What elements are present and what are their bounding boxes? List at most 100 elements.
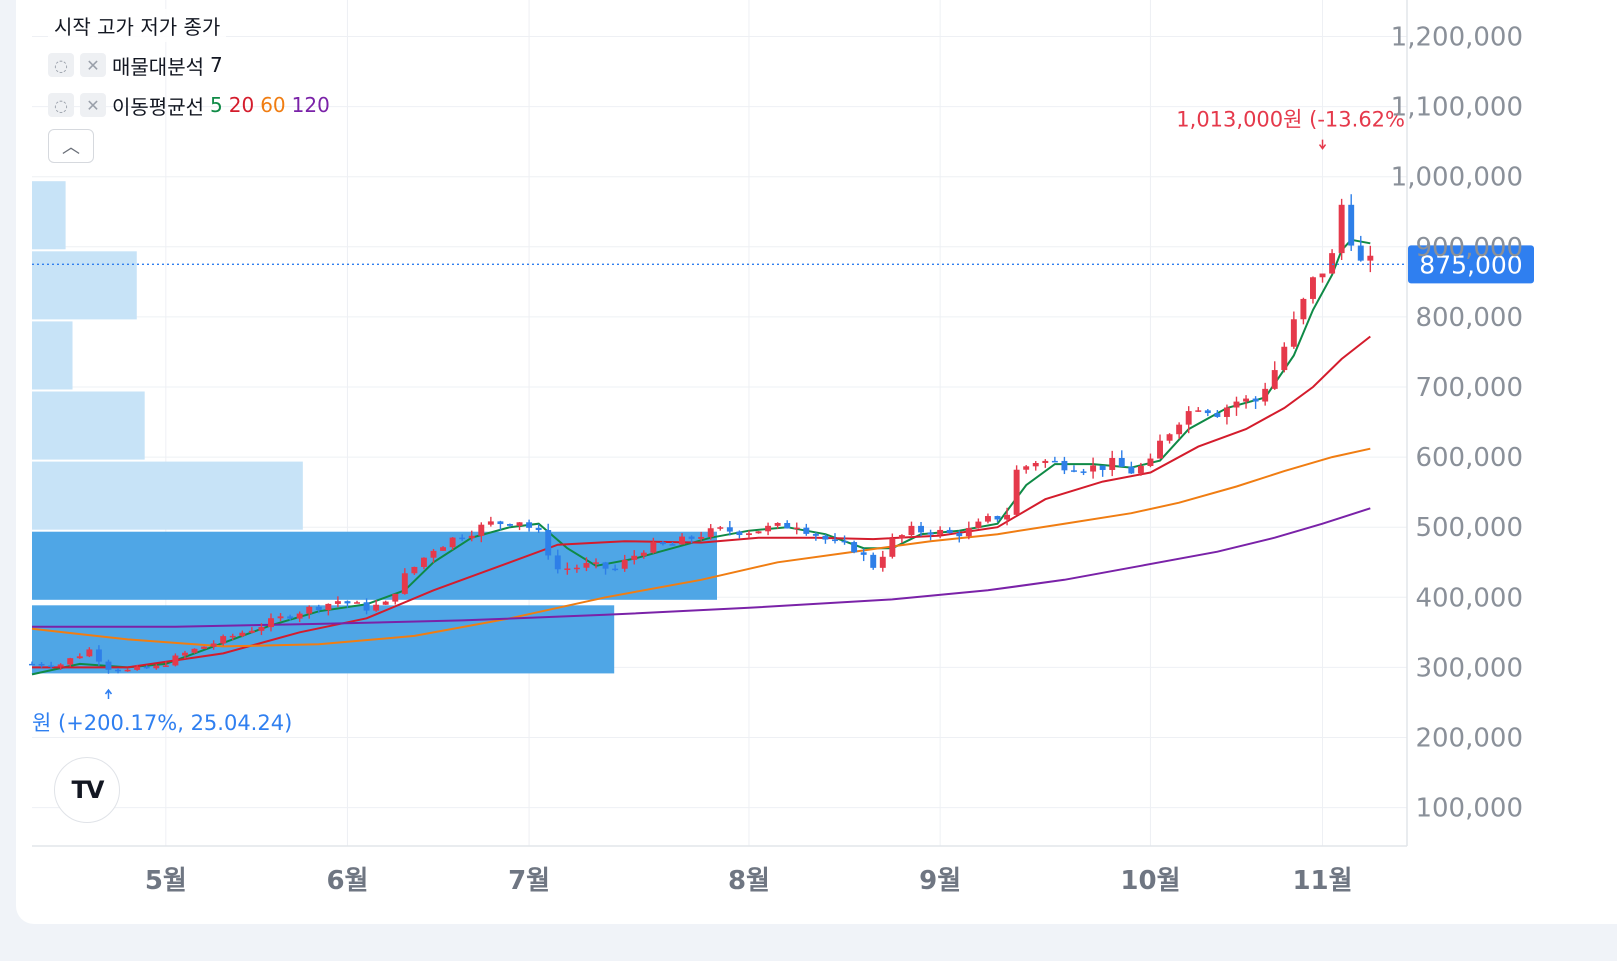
candle-body bbox=[889, 538, 896, 557]
candle-body bbox=[612, 568, 619, 571]
candle-body bbox=[1176, 424, 1183, 435]
y-tick-label: 200,000 bbox=[1415, 724, 1523, 754]
candle-body bbox=[1271, 370, 1278, 389]
high-marker-arrow bbox=[1318, 139, 1327, 150]
eye-hidden-icon[interactable]: ◌ bbox=[48, 53, 74, 77]
x-tick-label: 5월 bbox=[145, 866, 187, 896]
legend-moving-average[interactable]: ◌ ✕ 이동평균선 5 20 60 120 bbox=[48, 90, 330, 120]
y-tick-label: 1,100,000 bbox=[1391, 93, 1523, 123]
y-tick-label: 500,000 bbox=[1415, 513, 1523, 543]
candle-body bbox=[478, 524, 485, 536]
candle-body bbox=[363, 602, 370, 611]
candle-body bbox=[688, 536, 695, 539]
candle-body bbox=[1243, 398, 1250, 402]
eye-hidden-icon[interactable]: ◌ bbox=[48, 93, 74, 117]
candle-body bbox=[1166, 434, 1173, 441]
candle-body bbox=[344, 601, 351, 604]
candle-body bbox=[545, 530, 552, 556]
candle-body bbox=[1357, 245, 1364, 261]
candle-body bbox=[573, 567, 580, 570]
candle-body bbox=[698, 536, 705, 539]
candle-body bbox=[1109, 457, 1116, 470]
candle-body bbox=[1061, 460, 1068, 471]
x-tick-label: 9월 bbox=[919, 866, 961, 896]
candle-body bbox=[315, 606, 322, 611]
candle-body bbox=[1090, 465, 1097, 472]
candle-body bbox=[373, 604, 380, 611]
high-annotation-label: 1,013,000원 (-13.62% bbox=[1176, 108, 1405, 132]
candle-body bbox=[1004, 514, 1011, 520]
candle-body bbox=[918, 525, 924, 533]
candle-body bbox=[306, 606, 313, 614]
close-icon[interactable]: ✕ bbox=[80, 53, 106, 77]
candle-body bbox=[812, 533, 819, 536]
candle-body bbox=[736, 531, 743, 536]
candle-body bbox=[296, 613, 303, 619]
volume-profile-param: 7 bbox=[210, 53, 223, 77]
candle-body bbox=[717, 527, 724, 529]
candle-body bbox=[726, 527, 733, 532]
y-tick-label: 1,200,000 bbox=[1391, 23, 1523, 53]
candle-body bbox=[927, 532, 934, 535]
ma120-line bbox=[32, 507, 1371, 628]
candle-body bbox=[803, 527, 810, 534]
candle-body bbox=[287, 616, 294, 619]
chevron-up-icon: ︿ bbox=[62, 137, 80, 158]
candle-body bbox=[38, 663, 45, 666]
candle-body bbox=[95, 649, 102, 662]
y-tick-label: 800,000 bbox=[1415, 303, 1523, 333]
ma120-period: 120 bbox=[291, 93, 330, 117]
candle-body bbox=[440, 547, 447, 551]
candle-body bbox=[1281, 346, 1288, 371]
candle-body bbox=[1214, 413, 1221, 417]
candle-body bbox=[1032, 462, 1039, 467]
candle-body bbox=[105, 661, 112, 670]
candle-body bbox=[1262, 388, 1269, 402]
candle-body bbox=[554, 555, 561, 570]
candle-body bbox=[602, 562, 609, 569]
candle-body bbox=[908, 525, 915, 536]
candle-body bbox=[1310, 277, 1316, 299]
candle-body bbox=[1147, 458, 1154, 467]
candle-body bbox=[1185, 411, 1192, 425]
candle-body bbox=[229, 635, 236, 638]
volume-profile-bar bbox=[32, 461, 303, 530]
candle-body bbox=[86, 649, 93, 657]
candle-body bbox=[334, 601, 341, 604]
candle-body bbox=[1080, 471, 1087, 473]
candle-body bbox=[984, 516, 991, 522]
volume-profile-bar bbox=[32, 391, 145, 460]
candle-body bbox=[841, 540, 848, 543]
candle-body bbox=[1071, 470, 1077, 472]
collapse-legend-button[interactable]: ︿ bbox=[48, 129, 94, 163]
candle-body bbox=[1128, 466, 1135, 474]
candle-body bbox=[1118, 457, 1125, 467]
candle-body bbox=[659, 542, 666, 545]
candle-body bbox=[898, 535, 905, 539]
tradingview-logo: TV bbox=[54, 757, 120, 823]
candle-body bbox=[507, 524, 513, 526]
candle-body bbox=[382, 601, 389, 605]
candle-body bbox=[784, 522, 791, 529]
candle-body bbox=[774, 522, 781, 526]
y-tick-label: 100,000 bbox=[1415, 794, 1523, 824]
candle-body bbox=[946, 529, 953, 534]
close-icon[interactable]: ✕ bbox=[80, 93, 106, 117]
volume-profile-bar bbox=[32, 181, 66, 250]
candle-body bbox=[860, 552, 867, 555]
candle-body bbox=[1329, 253, 1336, 274]
candle-body bbox=[1195, 410, 1202, 412]
low-marker-arrow bbox=[104, 688, 113, 700]
legend-volume-profile[interactable]: ◌ ✕ 매물대분석 7 bbox=[48, 50, 223, 80]
candle-body bbox=[822, 535, 829, 540]
candle-body bbox=[1042, 460, 1049, 463]
candle-body bbox=[650, 542, 657, 553]
candle-body bbox=[1367, 255, 1374, 261]
current-price-tag bbox=[1408, 245, 1534, 284]
candle-body bbox=[793, 527, 800, 530]
candle-body bbox=[1013, 469, 1020, 515]
candle-body bbox=[268, 618, 274, 628]
volume-profile-label: 매물대분석 bbox=[112, 54, 204, 79]
candle-body bbox=[745, 533, 752, 536]
